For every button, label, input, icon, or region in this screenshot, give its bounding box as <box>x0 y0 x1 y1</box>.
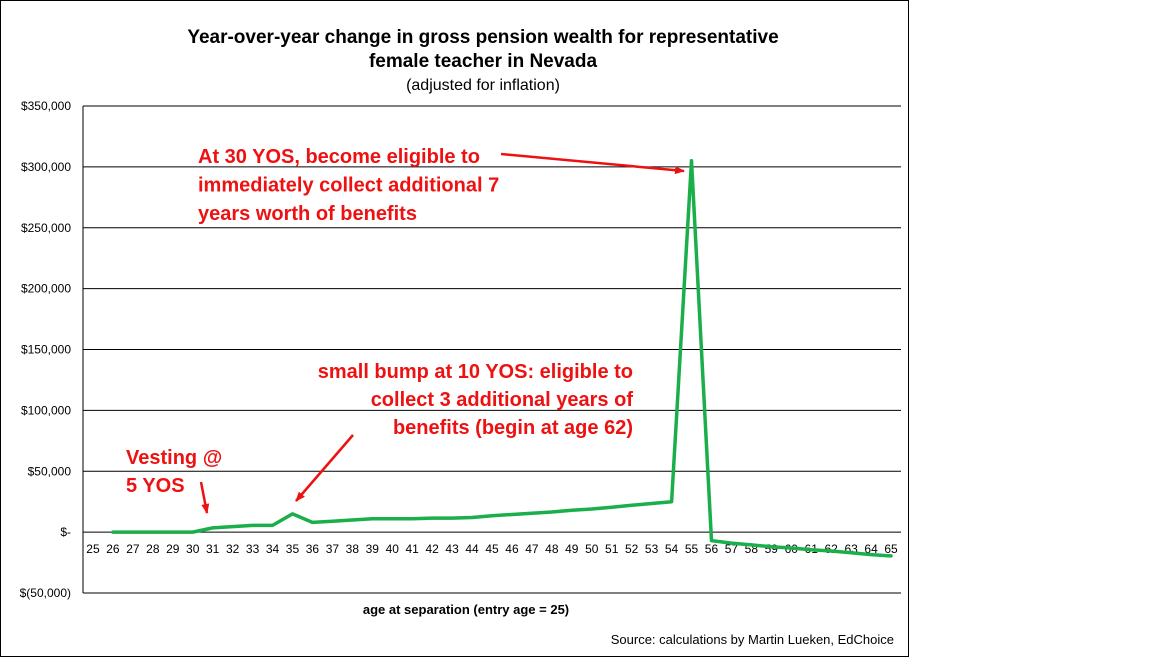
x-tick-label: 45 <box>485 542 499 556</box>
x-tick-label: 29 <box>166 542 180 556</box>
chart-title-line-1: Year-over-year change in gross pension w… <box>187 27 778 48</box>
y-tick-label: $300,000 <box>21 160 71 174</box>
y-axis-tick-labels: $(50,000) $- $50,000 $100,000 $150,000 $200,0… <box>20 99 72 600</box>
x-tick-label: 31 <box>206 542 220 556</box>
x-tick-label: 30 <box>186 542 200 556</box>
annotation-text: Vesting @ <box>126 447 222 469</box>
x-tick-label: 44 <box>465 542 479 556</box>
y-tick-label: $50,000 <box>28 464 72 478</box>
x-tick-label: 49 <box>565 542 579 556</box>
x-tick-label: 53 <box>645 542 659 556</box>
series-line <box>111 159 893 558</box>
x-tick-label: 50 <box>585 542 599 556</box>
x-tick-label: 26 <box>106 542 120 556</box>
chart-title-line-2: female teacher in Nevada <box>369 51 598 72</box>
y-tick-label: $150,000 <box>21 343 71 357</box>
x-tick-label: 38 <box>346 542 360 556</box>
x-tick-label: 37 <box>326 542 340 556</box>
annotation-text: immediately collect additional 7 <box>198 175 499 197</box>
x-tick-label: 40 <box>386 542 400 556</box>
x-tick-label: 51 <box>605 542 619 556</box>
x-tick-label: 41 <box>406 542 420 556</box>
x-tick-label: 55 <box>685 542 699 556</box>
x-tick-label: 43 <box>445 542 459 556</box>
x-tick-label: 47 <box>525 542 539 556</box>
chart-frame: Year-over-year change in gross pension w… <box>0 0 909 657</box>
x-tick-label: 28 <box>146 542 160 556</box>
x-tick-label: 34 <box>266 542 280 556</box>
x-tick-label: 33 <box>246 542 260 556</box>
annotation-arrow <box>199 481 210 514</box>
x-tick-label: 35 <box>286 542 300 556</box>
y-tick-label: $100,000 <box>21 403 71 417</box>
y-tick-label: $(50,000) <box>20 586 71 600</box>
annotation: At 30 YOS, become eligible to immediately… <box>198 146 685 225</box>
annotations: At 30 YOS, become eligible to immediately… <box>126 146 685 514</box>
line-chart: Year-over-year change in gross pension w… <box>20 27 901 647</box>
gridlines <box>83 105 901 594</box>
x-tick-label: 39 <box>366 542 380 556</box>
x-axis-title: age at separation (entry age = 25) <box>363 602 569 617</box>
y-tick-label: $200,000 <box>21 282 71 296</box>
annotation-text: benefits (begin at age 62) <box>393 417 633 439</box>
x-tick-label: 65 <box>884 542 898 556</box>
axes <box>82 106 901 593</box>
annotation-text: small bump at 10 YOS: eligible to <box>318 361 633 383</box>
annotation-text: years worth of benefits <box>198 203 417 225</box>
annotation: Vesting @ 5 YOS <box>126 447 222 514</box>
annotation-arrow <box>295 434 354 502</box>
y-tick-label: $- <box>60 525 71 539</box>
x-tick-label: 52 <box>625 542 639 556</box>
x-tick-label: 48 <box>545 542 559 556</box>
annotation: small bump at 10 YOS: eligible to collect… <box>295 361 634 502</box>
chart-subtitle: (adjusted for inflation) <box>406 77 560 94</box>
x-tick-label: 46 <box>505 542 519 556</box>
x-tick-label: 54 <box>665 542 679 556</box>
x-tick-label: 36 <box>306 542 320 556</box>
x-tick-label: 32 <box>226 542 240 556</box>
series-layer <box>111 159 893 558</box>
x-axis-tick-labels: 25 26 27 28 29 30 31 32 33 34 35 36 37 38 39 40 41 42 43 44… <box>86 542 898 556</box>
annotation-text: 5 YOS <box>126 475 185 497</box>
x-tick-label: 59 <box>765 542 779 556</box>
x-tick-label: 56 <box>705 542 719 556</box>
y-tick-label: $350,000 <box>21 99 71 113</box>
y-tick-label: $250,000 <box>21 221 71 235</box>
x-tick-label: 57 <box>725 542 739 556</box>
annotation-text: collect 3 additional years of <box>371 389 634 411</box>
annotation-arrow <box>500 152 685 175</box>
x-tick-label: 42 <box>425 542 439 556</box>
x-tick-label: 27 <box>126 542 140 556</box>
chart-title: Year-over-year change in gross pension w… <box>187 27 778 94</box>
source-note: Source: calculations by Martin Lueken, E… <box>611 632 894 647</box>
annotation-text: At 30 YOS, become eligible to <box>198 146 480 168</box>
x-tick-label: 25 <box>86 542 100 556</box>
